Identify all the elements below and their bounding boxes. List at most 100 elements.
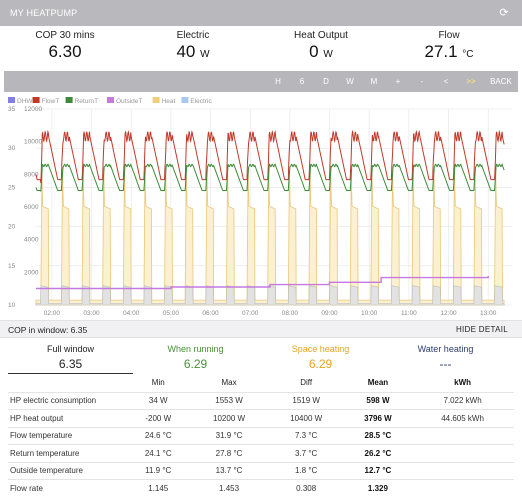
pan-right-button[interactable]: >> bbox=[466, 77, 476, 86]
stat-label: Electric bbox=[176, 30, 210, 41]
cell-mean: 1.329 bbox=[344, 479, 412, 497]
row-label: HP heat output bbox=[8, 409, 126, 427]
cell-diff: 1519 W bbox=[267, 391, 345, 410]
stats-panel: COP 30 mins 6.30 Electric 40 W Heat Outp… bbox=[0, 26, 522, 68]
mode-value: 6.29 bbox=[183, 357, 208, 371]
table-row: Flow rate 1.145 1.453 0.308 1.329 bbox=[8, 479, 514, 497]
table-header-cell: kWh bbox=[454, 378, 472, 388]
tab-full-window[interactable]: Full window 6.35 bbox=[8, 344, 133, 374]
stat-label: COP 30 mins bbox=[35, 30, 95, 41]
cop-window-label: COP in window: 6.35 bbox=[8, 325, 88, 335]
x-tick-label: 09:00 bbox=[321, 310, 338, 317]
legend-label: FlowT bbox=[42, 98, 60, 105]
zoom-week-button[interactable]: W bbox=[346, 77, 354, 86]
x-tick-label: 08:00 bbox=[282, 310, 299, 317]
y-right-tick-label: 4000 bbox=[24, 237, 39, 244]
stat-label: Flow bbox=[438, 30, 460, 41]
series-outsidet bbox=[36, 276, 489, 290]
cell-mean: 12.7 °C bbox=[344, 461, 412, 480]
row-label: HP electric consumption bbox=[8, 391, 126, 410]
cell-min: 24.1 °C bbox=[126, 444, 191, 462]
stat-label: Heat Output bbox=[294, 30, 348, 41]
legend-swatch bbox=[107, 97, 114, 103]
stat-unit: °C bbox=[462, 49, 474, 60]
legend-swatch bbox=[8, 97, 15, 103]
table-header-cell: Diff bbox=[300, 378, 313, 388]
legend-swatch bbox=[152, 97, 160, 103]
y-right-tick-label: 12000 bbox=[24, 106, 42, 113]
legend-label: ReturnT bbox=[75, 98, 99, 105]
cell-kwh bbox=[411, 479, 514, 497]
back-button[interactable]: BACK bbox=[490, 77, 512, 86]
zoom-month-button[interactable]: M bbox=[370, 77, 378, 86]
y-left-tick-label: 15 bbox=[8, 263, 16, 270]
cell-diff: 10400 W bbox=[267, 409, 345, 427]
zoom-in-button[interactable]: + bbox=[395, 77, 401, 86]
tab-when-running[interactable]: When running 6.29 bbox=[133, 344, 258, 371]
detail-table: Min Max Diff Mean kWh HP electric consum… bbox=[8, 374, 514, 497]
row-label: Return temperature bbox=[8, 444, 126, 462]
table-row: Outside temperature 11.9 °C 13.7 °C 1.8 … bbox=[8, 461, 514, 480]
cell-max: 1553 W bbox=[190, 391, 268, 410]
stat-unit: W bbox=[200, 49, 210, 60]
table-header-cell: Max bbox=[221, 378, 237, 388]
pan-left-button[interactable]: < bbox=[443, 77, 449, 86]
cop-window-bar: COP in window: 6.35 HIDE DETAIL bbox=[0, 320, 522, 338]
refresh-icon[interactable]: ⟳ bbox=[499, 7, 509, 19]
cell-kwh bbox=[411, 461, 514, 480]
cell-mean: 28.5 °C bbox=[344, 426, 412, 445]
mode-value: --- bbox=[439, 357, 452, 371]
legend-label: Heat bbox=[162, 98, 176, 105]
table-row: HP electric consumption 34 W 1553 W 1519… bbox=[8, 391, 514, 410]
hide-detail-button[interactable]: HIDE DETAIL bbox=[455, 325, 508, 334]
zoom-6h-button[interactable]: 6 bbox=[299, 77, 305, 86]
stat-value: 27.1 bbox=[424, 42, 458, 61]
table-row: Return temperature 24.1 °C 27.8 °C 3.7 °… bbox=[8, 444, 514, 462]
cell-diff: 0.308 bbox=[267, 479, 345, 497]
cell-diff: 7.3 °C bbox=[267, 426, 345, 445]
chart-toolbar: H 6 D W M + - < >> BACK bbox=[4, 71, 518, 92]
tab-water-heating[interactable]: Water heating --- bbox=[383, 344, 508, 371]
y-left-tick-label: 20 bbox=[8, 224, 16, 231]
table-header-cell bbox=[8, 374, 126, 392]
cell-min: 24.6 °C bbox=[126, 426, 191, 445]
y-left-tick-label: 10 bbox=[8, 302, 16, 309]
series-heat bbox=[35, 169, 505, 306]
cell-diff: 3.7 °C bbox=[267, 444, 345, 462]
x-tick-label: 04:00 bbox=[123, 310, 140, 317]
table-row: Flow temperature 24.6 °C 31.9 °C 7.3 °C … bbox=[8, 426, 514, 445]
y-left-tick-label: 25 bbox=[8, 184, 16, 191]
cell-kwh bbox=[411, 426, 514, 445]
x-tick-label: 13:00 bbox=[480, 310, 497, 317]
x-tick-label: 06:00 bbox=[202, 310, 219, 317]
zoom-day-button[interactable]: D bbox=[323, 77, 329, 86]
mode-value: 6.35 bbox=[58, 357, 83, 371]
cell-min: 34 W bbox=[126, 391, 191, 410]
mode-value: 6.29 bbox=[308, 357, 333, 371]
stat-value: 0 bbox=[309, 42, 319, 61]
y-right-tick-label: 2000 bbox=[24, 269, 39, 276]
cell-max: 13.7 °C bbox=[190, 461, 268, 480]
x-tick-label: 07:00 bbox=[242, 310, 259, 317]
table-row: HP heat output -200 W 10200 W 10400 W 37… bbox=[8, 409, 514, 427]
title-bar: MY HEATPUMP ⟳ bbox=[0, 0, 522, 26]
table-header-row: Min Max Diff Mean kWh bbox=[8, 374, 514, 392]
cell-max: 1.453 bbox=[190, 479, 268, 497]
table-header-cell: Min bbox=[151, 378, 165, 388]
tab-space-heating[interactable]: Space heating 6.29 bbox=[258, 344, 383, 371]
heatpump-chart[interactable]: DHW FlowT ReturnT OutsideT Heat Electric 02:00… bbox=[4, 93, 518, 320]
y-right-tick-label: 10000 bbox=[24, 139, 42, 146]
mode-label: Water heating bbox=[417, 344, 474, 354]
legend-label: DHW bbox=[17, 98, 33, 105]
cell-min: 1.145 bbox=[126, 479, 191, 497]
cell-min: 11.9 °C bbox=[126, 461, 191, 480]
app-title: MY HEATPUMP bbox=[10, 8, 78, 18]
x-tick-label: 11:00 bbox=[401, 310, 417, 317]
zoom-out-button[interactable]: - bbox=[420, 77, 424, 86]
stat-heat-output: Heat Output 0 W bbox=[256, 30, 386, 62]
y-right-tick-label: 8000 bbox=[24, 171, 39, 178]
stat-value: 40 bbox=[176, 42, 196, 61]
zoom-hour-button[interactable]: H bbox=[275, 77, 281, 86]
row-label: Flow rate bbox=[8, 479, 126, 497]
series-returnt bbox=[35, 163, 505, 192]
